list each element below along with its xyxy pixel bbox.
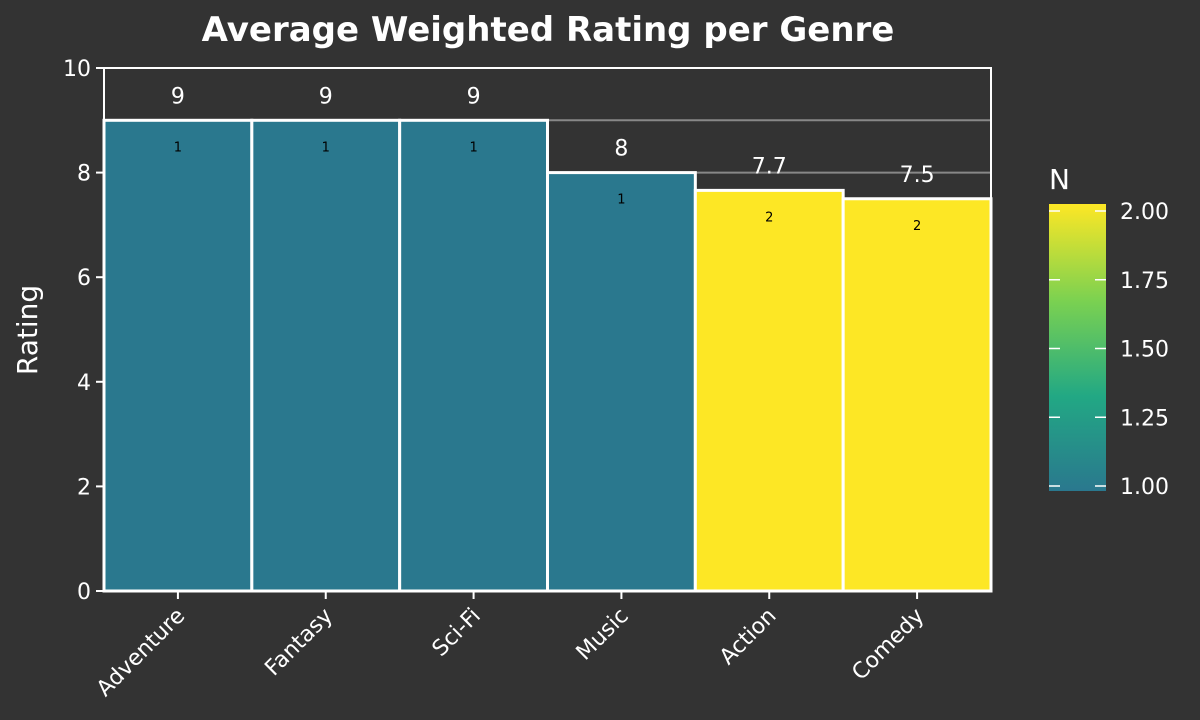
y-tick-label: 0	[77, 580, 91, 605]
legend-tick-label: 1.25	[1120, 406, 1169, 431]
y-axis-label: Rating	[11, 285, 44, 375]
bar-action	[693, 188, 845, 593]
legend-tick-label: 2.00	[1120, 200, 1169, 225]
x-tick-label: Comedy	[847, 604, 929, 686]
legend-tick-label: 1.00	[1120, 475, 1169, 500]
value-label: 7.5	[900, 163, 935, 188]
legend-tick-label: 1.75	[1120, 269, 1169, 294]
count-label: 2	[913, 219, 921, 234]
x-tick-label: Action	[715, 604, 781, 670]
x-tick-label: Adventure	[92, 604, 190, 702]
bars	[102, 118, 993, 593]
count-label: 1	[469, 140, 477, 155]
legend-tick-label: 1.50	[1120, 338, 1169, 363]
y-axis: 0 2 4 6 8 10	[63, 57, 104, 605]
x-tick-label: Fantasy	[260, 604, 338, 682]
data-labels: 9 1 9 1 9 1 8 1 7.7 2 7.5 2	[171, 84, 935, 233]
x-tick-label: Sci-Fi	[428, 604, 486, 662]
legend: N 1.00 1.25 1.50 1.75 2.00	[1049, 163, 1169, 500]
legend-ticks: 1.00 1.25 1.50 1.75 2.00	[1049, 200, 1169, 500]
value-label: 9	[467, 84, 481, 109]
y-tick-label: 8	[77, 162, 91, 187]
value-label: 7.7	[752, 154, 787, 179]
y-tick-label: 10	[63, 57, 91, 82]
value-label: 9	[171, 84, 185, 109]
bar-sci-fi	[398, 118, 549, 593]
y-tick-label: 2	[77, 475, 91, 500]
y-tick-label: 6	[77, 266, 91, 291]
bar-comedy	[841, 197, 993, 593]
x-tick-label: Music	[572, 604, 634, 666]
plot-frame	[103, 67, 992, 592]
value-label: 9	[319, 84, 333, 109]
bar-adventure	[102, 118, 254, 593]
bar-music	[546, 171, 697, 593]
count-label: 1	[617, 193, 625, 208]
x-axis: Adventure Fantasy Sci-Fi Music Action Comedy	[92, 591, 929, 702]
count-label: 1	[174, 140, 182, 155]
legend-colorbar	[1049, 204, 1106, 491]
count-label: 2	[765, 210, 773, 225]
count-label: 1	[322, 140, 330, 155]
value-label: 8	[614, 137, 628, 162]
chart-title: Average Weighted Rating per Genre	[202, 10, 895, 50]
bar-fantasy	[250, 118, 402, 593]
y-tick-label: 4	[77, 371, 91, 396]
legend-title: N	[1049, 163, 1070, 196]
